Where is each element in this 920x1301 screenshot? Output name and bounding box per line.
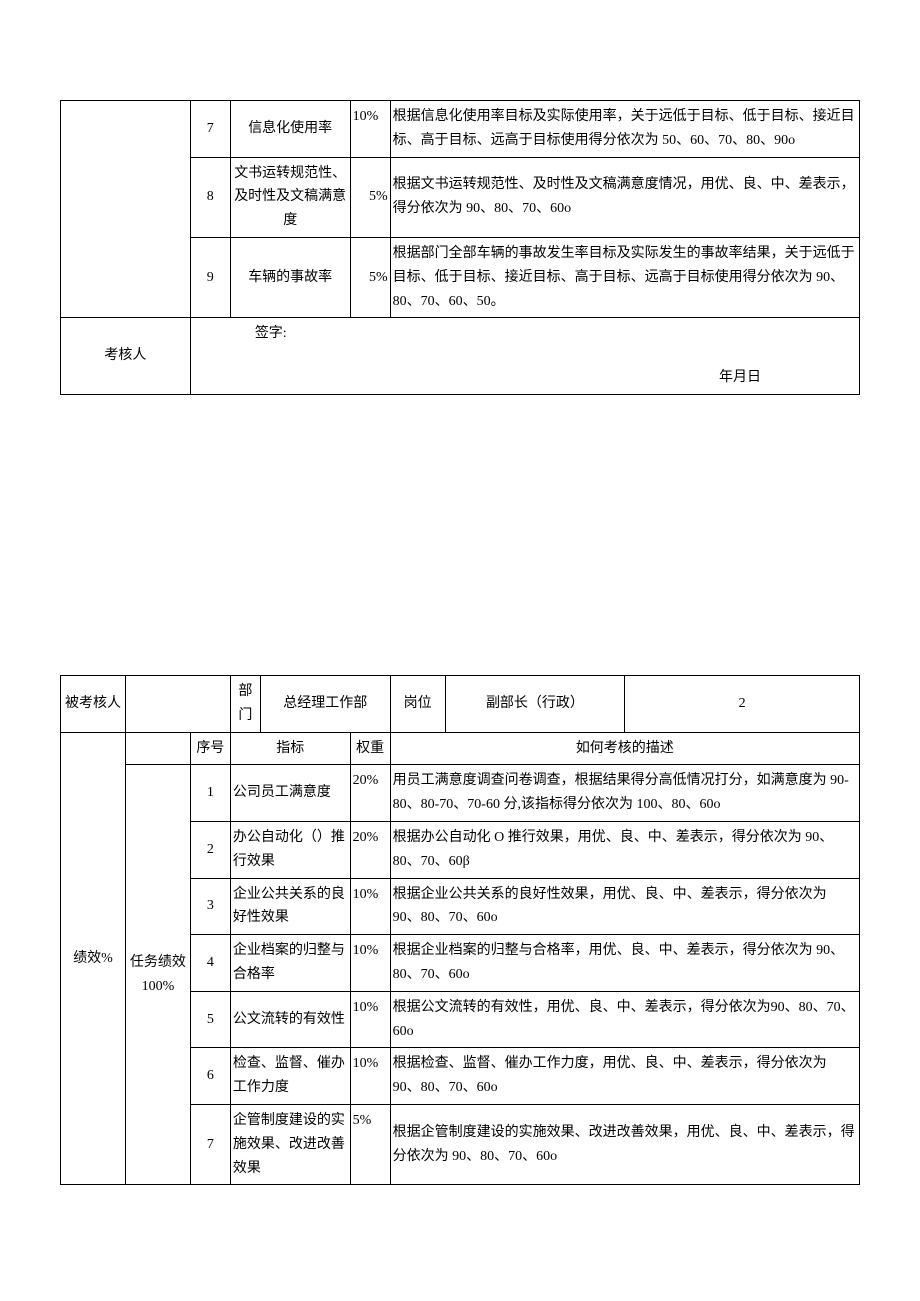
examinee-label: 被考核人 [61,675,126,732]
indicator-cell: 公文流转的有效性 [230,991,350,1048]
desc-header: 如何考核的描述 [390,732,859,765]
weight-cell: 10% [350,878,390,935]
seq-cell: 9 [190,237,230,317]
examinee-value [125,675,230,732]
desc-cell: 根据信息化使用率目标及实际使用率，关于远低于目标、低于目标、接近目标、高于目标、… [390,101,859,158]
weight-cell: 5% [350,1104,390,1184]
desc-cell: 用员工满意度调查问卷调查，根据结果得分高低情况打分，如满意度为 90-80、80… [390,765,859,822]
indicator-cell: 企管制度建设的实施效果、改进改善效果 [230,1104,350,1184]
signature-row: 考核人 签字: 年月日 [61,318,860,395]
indicator-cell: 信息化使用率 [230,101,350,158]
weight-cell: 20% [350,765,390,822]
appraisal-table-2: 被考核人 部门 总经理工作部 岗位 副部长（行政） 2 绩效% 序号 指标 权重… [60,675,860,1185]
column-header-row: 绩效% 序号 指标 权重 如何考核的描述 [61,732,860,765]
position-label: 岗位 [390,675,445,732]
weight-cell: 5% [350,237,390,317]
desc-cell: 根据文书运转规范性、及时性及文稿满意度情况，用优、良、中、差表示，得分依次为 9… [390,157,859,237]
desc-cell: 根据企业档案的归整与合格率，用优、良、中、差表示，得分依次为 90、80、70、… [390,935,859,992]
signature-label: 签字: [199,322,851,346]
seq-cell: 4 [190,935,230,992]
seq-cell: 2 [190,821,230,878]
seq-cell: 8 [190,157,230,237]
examiner-label: 考核人 [61,318,191,395]
desc-cell: 根据办公自动化 O 推行效果，用优、良、中、差表示，得分依次为 90、80、70… [390,821,859,878]
category-cell: 绩效% [61,732,126,1185]
extra-value: 2 [625,675,860,732]
indicator-cell: 公司员工满意度 [230,765,350,822]
desc-cell: 根据企业公共关系的良好性效果，用优、良、中、差表示，得分依次为 90、80、70… [390,878,859,935]
desc-cell: 根据企管制度建设的实施效果、改进改善效果，用优、良、中、差表示，得分依次为 90… [390,1104,859,1184]
indicator-cell: 企业档案的归整与合格率 [230,935,350,992]
category-cell-blank [61,101,126,318]
indicator-header: 指标 [230,732,350,765]
blank-cell [125,732,190,765]
weight-cell: 10% [350,101,390,158]
indicator-cell: 车辆的事故率 [230,237,350,317]
appraisal-table-1: 7 信息化使用率 10% 根据信息化使用率目标及实际使用率，关于远低于目标、低于… [60,100,860,395]
desc-cell: 根据部门全部车辆的事故发生率目标及实际发生的事故率结果，关于远低于目标、低于目标… [390,237,859,317]
subcategory-cell-blank [125,101,190,318]
indicator-cell: 检查、监督、催办工作力度 [230,1048,350,1105]
subcategory-cell: 任务绩效100% [125,765,190,1185]
seq-cell: 5 [190,991,230,1048]
seq-cell: 6 [190,1048,230,1105]
weight-cell: 10% [350,1048,390,1105]
seq-cell: 7 [190,1104,230,1184]
table-row: 任务绩效100% 1 公司员工满意度 20% 用员工满意度调查问卷调查，根据结果… [61,765,860,822]
weight-cell: 10% [350,991,390,1048]
table-row: 7 信息化使用率 10% 根据信息化使用率目标及实际使用率，关于远低于目标、低于… [61,101,860,158]
indicator-cell: 企业公共关系的良好性效果 [230,878,350,935]
seq-cell: 7 [190,101,230,158]
signature-cell: 签字: 年月日 [190,318,859,395]
desc-cell: 根据公文流转的有效性，用优、良、中、差表示，得分依次为90、80、70、60o [390,991,859,1048]
weight-cell: 10% [350,935,390,992]
desc-cell: 根据检查、监督、催办工作力度，用优、良、中、差表示，得分依次为 90、80、70… [390,1048,859,1105]
dept-label: 部门 [230,675,260,732]
position-value: 副部长（行政） [445,675,625,732]
indicator-cell: 办公自动化（）推行效果 [230,821,350,878]
weight-cell: 5% [350,157,390,237]
seq-cell: 1 [190,765,230,822]
weight-header: 权重 [350,732,390,765]
header-row: 被考核人 部门 总经理工作部 岗位 副部长（行政） 2 [61,675,860,732]
dept-value: 总经理工作部 [260,675,390,732]
date-label: 年月日 [199,346,851,390]
weight-cell: 20% [350,821,390,878]
indicator-cell: 文书运转规范性、及时性及文稿满意度 [230,157,350,237]
seq-cell: 3 [190,878,230,935]
seq-header: 序号 [190,732,230,765]
